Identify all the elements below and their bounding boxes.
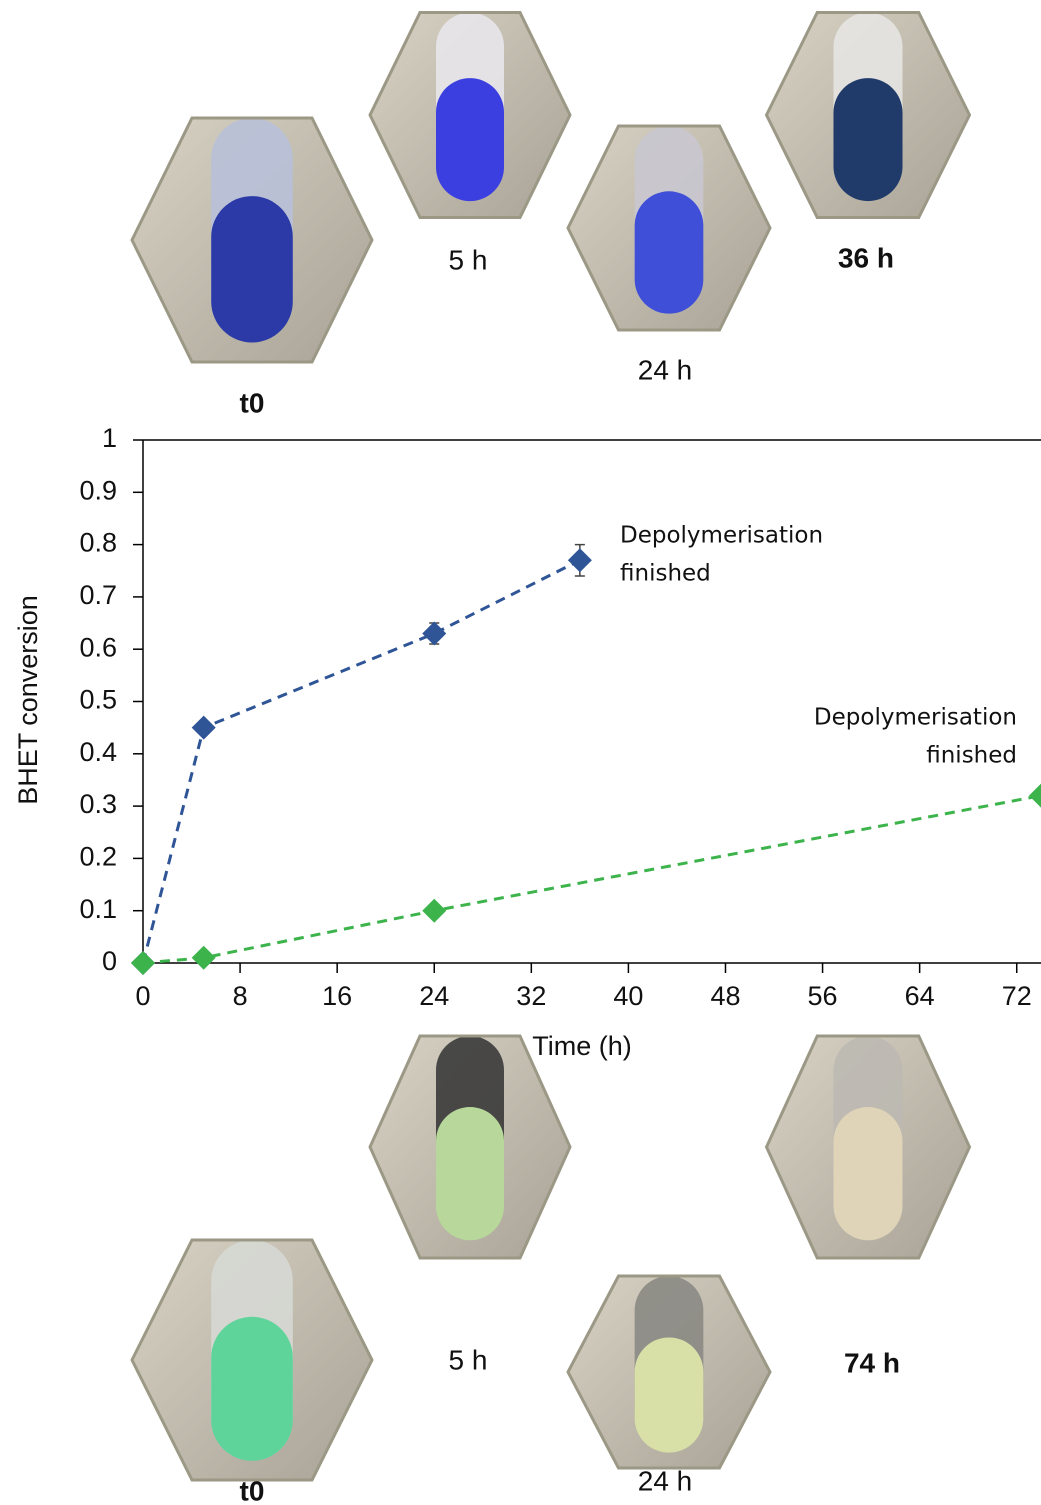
photo-caption: t0 [240, 1475, 265, 1505]
data-point [568, 548, 592, 572]
photo-liquid [833, 1107, 902, 1240]
data-point [192, 946, 216, 970]
x-tick-label: 8 [233, 981, 248, 1011]
series-line [143, 796, 1041, 963]
data-point [422, 622, 446, 646]
photo-caption: 74 h [844, 1347, 900, 1378]
x-tick-label: 56 [808, 981, 838, 1011]
photo-caption: t0 [240, 387, 265, 418]
x-tick-label: 40 [613, 981, 643, 1011]
y-tick-label: 0.1 [79, 894, 117, 924]
x-tick-label: 48 [710, 981, 740, 1011]
x-tick-label: 0 [135, 981, 150, 1011]
photo-liquid [833, 78, 902, 201]
x-tick-label: 64 [905, 981, 935, 1011]
y-tick-label: 0.8 [79, 528, 117, 558]
y-tick-label: 1 [102, 423, 117, 453]
photo-liquid [635, 1337, 704, 1452]
photo-caption: 24 h [638, 1465, 693, 1496]
y-tick-label: 0 [102, 946, 117, 976]
photo-liquid [436, 1107, 504, 1240]
data-point [131, 951, 155, 975]
page: {"chart_data": { "type": "line", "x_labe… [0, 0, 1041, 1505]
x-tick-label: 32 [516, 981, 546, 1011]
annotation: finished [620, 561, 711, 587]
data-point [192, 716, 216, 740]
x-axis-title: Time (h) [532, 1031, 632, 1061]
figure: Time (h) BHET conversion t0 5 h 24 h 36 h t0… [0, 0, 1041, 1505]
y-tick-label: 0.3 [79, 789, 117, 819]
photo-liquid [211, 196, 293, 342]
photo-caption: 24 h [638, 354, 693, 385]
y-tick-label: 0.5 [79, 685, 117, 715]
data-point [1029, 784, 1041, 808]
annotation: Depolymerisation [814, 705, 1017, 731]
series-line [143, 560, 580, 963]
photo-caption: 36 h [838, 242, 894, 273]
y-tick-label: 0.9 [79, 475, 117, 505]
photo-caption: 5 h [449, 1344, 488, 1375]
y-tick-label: 0.4 [79, 737, 117, 767]
y-axis-title: BHET conversion [13, 595, 43, 805]
annotation: Depolymerisation [620, 523, 823, 549]
x-tick-label: 16 [322, 981, 352, 1011]
x-tick-label: 72 [1002, 981, 1032, 1011]
photo-liquid [211, 1317, 293, 1461]
y-tick-label: 0.6 [79, 632, 117, 662]
data-point [422, 899, 446, 923]
photo-liquid [436, 78, 504, 201]
annotation: finished [926, 743, 1017, 769]
x-tick-label: 24 [419, 981, 449, 1011]
y-tick-label: 0.2 [79, 842, 117, 872]
photo-liquid [635, 191, 704, 313]
y-tick-label: 0.7 [79, 580, 117, 610]
photo-caption: 5 h [449, 244, 488, 275]
